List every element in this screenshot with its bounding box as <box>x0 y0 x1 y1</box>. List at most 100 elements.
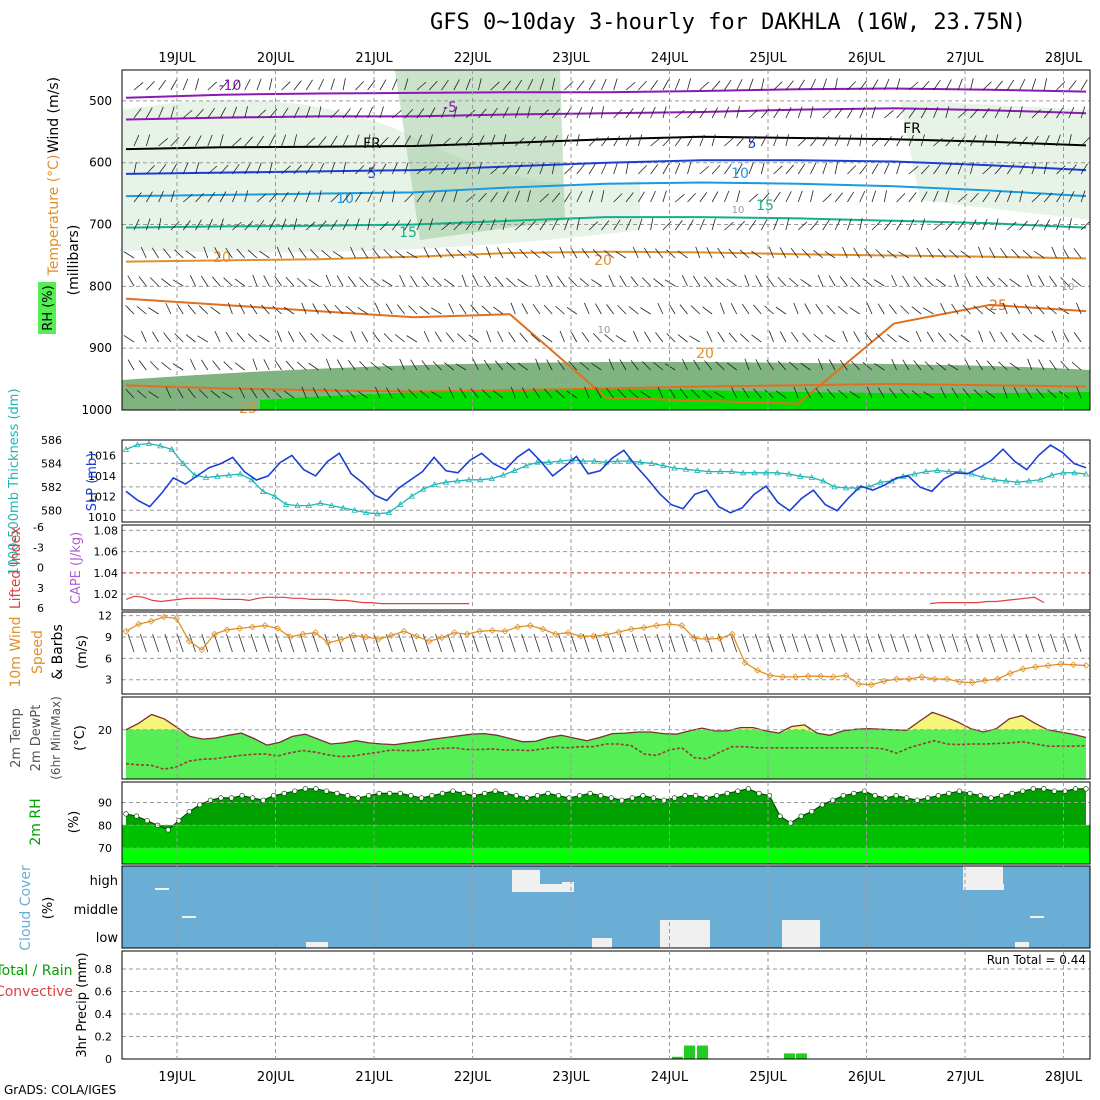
wind-barb <box>1013 387 1020 399</box>
wind-barb <box>849 390 860 399</box>
rh-point <box>418 795 425 801</box>
wind-barb <box>207 165 218 175</box>
wind-barb <box>724 163 732 175</box>
wind-speed-point <box>539 625 547 633</box>
wind-barb <box>508 331 516 343</box>
thickness-point <box>1059 469 1067 476</box>
wind-barb <box>871 79 879 91</box>
wind-speed-point <box>248 623 256 631</box>
wind-barb <box>674 162 681 175</box>
wind-barb <box>986 276 996 287</box>
thickness-point <box>122 446 130 452</box>
thickness-point <box>168 446 175 452</box>
wind-barb <box>305 190 311 203</box>
wind-barb <box>268 78 273 91</box>
wind-barb <box>699 81 709 91</box>
wind-barb <box>797 190 803 203</box>
wind-barb <box>357 307 368 315</box>
wind-speed-point <box>362 633 370 641</box>
wind-barb <box>410 359 418 371</box>
wind-barb <box>527 190 531 203</box>
wind-speed-point <box>564 629 572 637</box>
cloud-block <box>562 882 574 892</box>
wind-barb <box>896 78 901 91</box>
wind-barb <box>800 278 811 287</box>
wind-barb <box>815 304 824 315</box>
wind-barb <box>613 219 621 231</box>
rh-band-low <box>122 848 1090 864</box>
wind-speed-point <box>931 675 938 683</box>
cloud-block <box>182 916 196 918</box>
wind-barb <box>764 389 774 399</box>
surface-wind-barb <box>164 633 172 653</box>
wind-barb <box>998 277 1008 287</box>
wind-barb <box>748 193 759 203</box>
wind-barb <box>953 274 959 287</box>
wind-barb <box>330 135 338 147</box>
wind-speed-point <box>375 635 383 643</box>
wind-barb <box>1027 358 1033 371</box>
wind-barb <box>566 306 578 315</box>
cloud-block <box>990 884 1004 890</box>
wind-barb <box>985 306 996 315</box>
wind-barb <box>1009 278 1020 287</box>
panel-frame-precip <box>121 950 1091 1060</box>
wind-barb <box>1019 163 1026 175</box>
wind-barb <box>445 332 455 343</box>
wind-barb <box>802 248 811 259</box>
wind-barb <box>920 191 928 203</box>
wind-barb <box>699 165 710 175</box>
temp-legend-label: 2m Temp <box>9 708 24 768</box>
wind-barb <box>539 162 545 175</box>
wind-barb <box>396 304 405 315</box>
wind-barb <box>432 361 442 371</box>
wind-speed-point <box>337 636 345 644</box>
chart-title: GFS 0~10day 3-hourly for DAKHLA (16W, 23… <box>430 10 1027 35</box>
wind-barb <box>1080 137 1090 147</box>
surface-wind-barb <box>447 633 455 653</box>
wind-barb <box>592 249 602 259</box>
wind-barb <box>459 387 467 399</box>
cloud-level-label: low <box>96 931 119 946</box>
wind-barb <box>834 192 843 203</box>
rh-point <box>545 790 551 797</box>
wind-barb <box>330 162 336 175</box>
surface-wind-barb <box>595 633 602 653</box>
wind-barb <box>370 361 381 371</box>
wind-barb <box>699 218 705 231</box>
thickness-point <box>465 476 473 483</box>
wind-barb <box>1031 162 1037 175</box>
thickness-point <box>762 469 770 476</box>
cape-legend-label: CAPE (J/kg) <box>69 532 84 604</box>
wind-barb <box>151 247 159 259</box>
wind-barb <box>887 334 897 343</box>
wind-barb <box>174 333 184 343</box>
wind-barb <box>847 107 854 119</box>
wind-barb <box>514 190 520 203</box>
surface-wind-barb <box>213 633 221 653</box>
rh-point <box>819 802 825 808</box>
surface-wind-barb <box>533 633 541 653</box>
wind-barb <box>281 165 291 175</box>
wind-barb <box>613 78 618 91</box>
wind-barb <box>810 190 814 203</box>
rh-point <box>355 795 361 801</box>
wind-speed-point <box>880 677 888 685</box>
wind-barb <box>601 78 607 91</box>
wind-barb <box>677 334 688 343</box>
wind-barb <box>615 251 627 259</box>
wind-barb <box>978 246 984 259</box>
wind-barb <box>915 330 922 343</box>
wind-barb <box>920 107 928 119</box>
wind-barb <box>613 162 618 175</box>
wind-barb <box>883 220 893 231</box>
wind-barb <box>588 106 594 119</box>
wind-barb <box>834 162 838 175</box>
thickness-point <box>419 485 427 492</box>
wind-barb <box>318 136 327 147</box>
wind-barb <box>810 78 816 91</box>
wind-barb <box>711 218 716 231</box>
wind-barb <box>689 335 701 343</box>
cape-tick-label: 1.06 <box>94 546 119 559</box>
wind-barb <box>1068 80 1077 91</box>
